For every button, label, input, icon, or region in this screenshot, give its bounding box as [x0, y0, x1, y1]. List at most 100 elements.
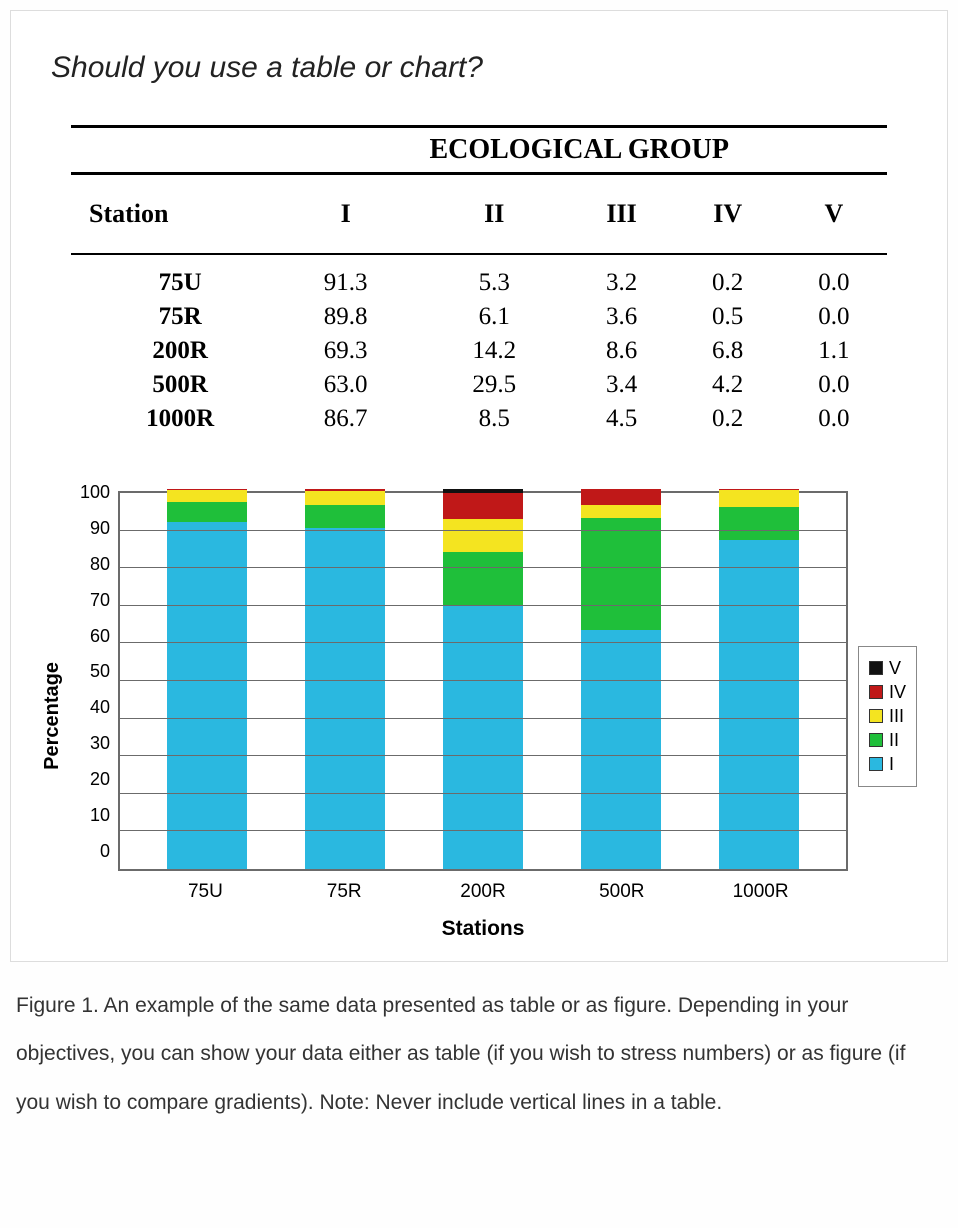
bar-segment — [719, 507, 799, 539]
col-V: V — [781, 174, 887, 255]
bar-segment — [719, 490, 799, 507]
legend-item: V — [869, 658, 906, 679]
bar — [581, 489, 661, 869]
row-label: 75U — [71, 254, 271, 300]
legend-label: I — [889, 754, 894, 775]
bar-segment — [167, 490, 247, 502]
table-super-header: ECOLOGICAL GROUP — [271, 128, 887, 174]
bar-segment — [581, 630, 661, 869]
bar-segment — [305, 505, 385, 528]
table-row: 75U91.35.33.20.20.0 — [71, 254, 887, 300]
col-I: I — [271, 174, 420, 255]
legend-item: II — [869, 730, 906, 751]
row-label: 500R — [71, 368, 271, 402]
row-label: 1000R — [71, 402, 271, 436]
legend-item: IV — [869, 682, 906, 703]
legend-swatch — [869, 709, 883, 723]
table-row: 75R89.86.13.60.50.0 — [71, 300, 887, 334]
table-cell: 29.5 — [420, 368, 569, 402]
table-cell: 86.7 — [271, 402, 420, 436]
y-tick: 80 — [70, 554, 110, 575]
table-cell: 0.0 — [781, 368, 887, 402]
x-tick: 75U — [165, 881, 245, 903]
gridline — [120, 567, 846, 568]
legend-label: II — [889, 730, 899, 751]
legend-label: V — [889, 658, 901, 679]
gridline — [120, 755, 846, 756]
gridline — [120, 530, 846, 531]
plot-area — [118, 491, 848, 871]
table-body: 75U91.35.33.20.20.075R89.86.13.60.50.020… — [71, 254, 887, 436]
table-cell: 1.1 — [781, 334, 887, 368]
data-table: ECOLOGICAL GROUP Station I II III IV V 7… — [71, 125, 887, 436]
table-cell: 0.2 — [675, 254, 781, 300]
table-row: 1000R86.78.54.50.20.0 — [71, 402, 887, 436]
figure-card: Should you use a table or chart? ECOLOGI… — [10, 10, 948, 962]
bar-segment — [305, 528, 385, 869]
gridline — [120, 718, 846, 719]
table-cell: 3.2 — [569, 254, 675, 300]
table-cell: 91.3 — [271, 254, 420, 300]
bar-segment — [305, 491, 385, 505]
bars-container — [120, 493, 846, 869]
col-III: III — [569, 174, 675, 255]
table-cell: 0.0 — [781, 300, 887, 334]
y-axis-label: Percentage — [41, 662, 64, 770]
legend-label: III — [889, 706, 904, 727]
table-cell: 0.0 — [781, 402, 887, 436]
table-cell: 4.2 — [675, 368, 781, 402]
figure-caption: Figure 1. An example of the same data pr… — [10, 982, 948, 1127]
y-tick: 30 — [70, 733, 110, 754]
data-table-wrap: ECOLOGICAL GROUP Station I II III IV V 7… — [41, 125, 917, 436]
gridline — [120, 793, 846, 794]
gridline — [120, 605, 846, 606]
y-tick: 90 — [70, 518, 110, 539]
bar-segment — [443, 552, 523, 606]
table-cell: 89.8 — [271, 300, 420, 334]
y-tick: 100 — [70, 482, 110, 503]
table-cell: 6.1 — [420, 300, 569, 334]
table-cell: 63.0 — [271, 368, 420, 402]
x-tick: 500R — [582, 881, 662, 903]
y-tick: 0 — [70, 841, 110, 862]
table-row: 200R69.314.28.66.81.1 — [71, 334, 887, 368]
y-tick: 40 — [70, 697, 110, 718]
bar-segment — [443, 493, 523, 519]
y-tick: 60 — [70, 626, 110, 647]
card-heading: Should you use a table or chart? — [51, 51, 917, 85]
legend-swatch — [869, 685, 883, 699]
table-cell: 5.3 — [420, 254, 569, 300]
legend-swatch — [869, 733, 883, 747]
bar-segment — [581, 518, 661, 630]
x-axis-label: Stations — [118, 917, 848, 941]
table-row: 500R63.029.53.44.20.0 — [71, 368, 887, 402]
gridline — [120, 680, 846, 681]
table-cell: 4.5 — [569, 402, 675, 436]
table-corner-blank — [71, 128, 271, 174]
y-tick: 50 — [70, 661, 110, 682]
x-axis-ticks: 75U75R200R500R1000R — [118, 871, 848, 903]
y-axis-ticks: 0 10 20 30 40 50 60 70 80 90 100 — [70, 482, 118, 862]
y-tick: 20 — [70, 769, 110, 790]
bar-segment — [167, 522, 247, 869]
y-tick: 70 — [70, 590, 110, 611]
x-tick: 75R — [304, 881, 384, 903]
table-cell: 14.2 — [420, 334, 569, 368]
col-II: II — [420, 174, 569, 255]
legend-label: IV — [889, 682, 906, 703]
gridline — [120, 642, 846, 643]
table-cell: 8.5 — [420, 402, 569, 436]
y-tick: 10 — [70, 805, 110, 826]
legend-swatch — [869, 661, 883, 675]
bar-segment — [719, 540, 799, 869]
table-cell: 0.2 — [675, 402, 781, 436]
table-column-header-row: Station I II III IV V — [71, 174, 887, 255]
col-IV: IV — [675, 174, 781, 255]
stacked-bar-chart: Percentage 0102030405060708090100 75U75R… — [41, 491, 917, 941]
bar-segment — [581, 489, 661, 505]
x-tick: 1000R — [721, 881, 801, 903]
table-cell: 3.4 — [569, 368, 675, 402]
legend-item: I — [869, 754, 906, 775]
chart-legend: VIVIIIIII — [858, 646, 917, 787]
table-cell: 0.5 — [675, 300, 781, 334]
